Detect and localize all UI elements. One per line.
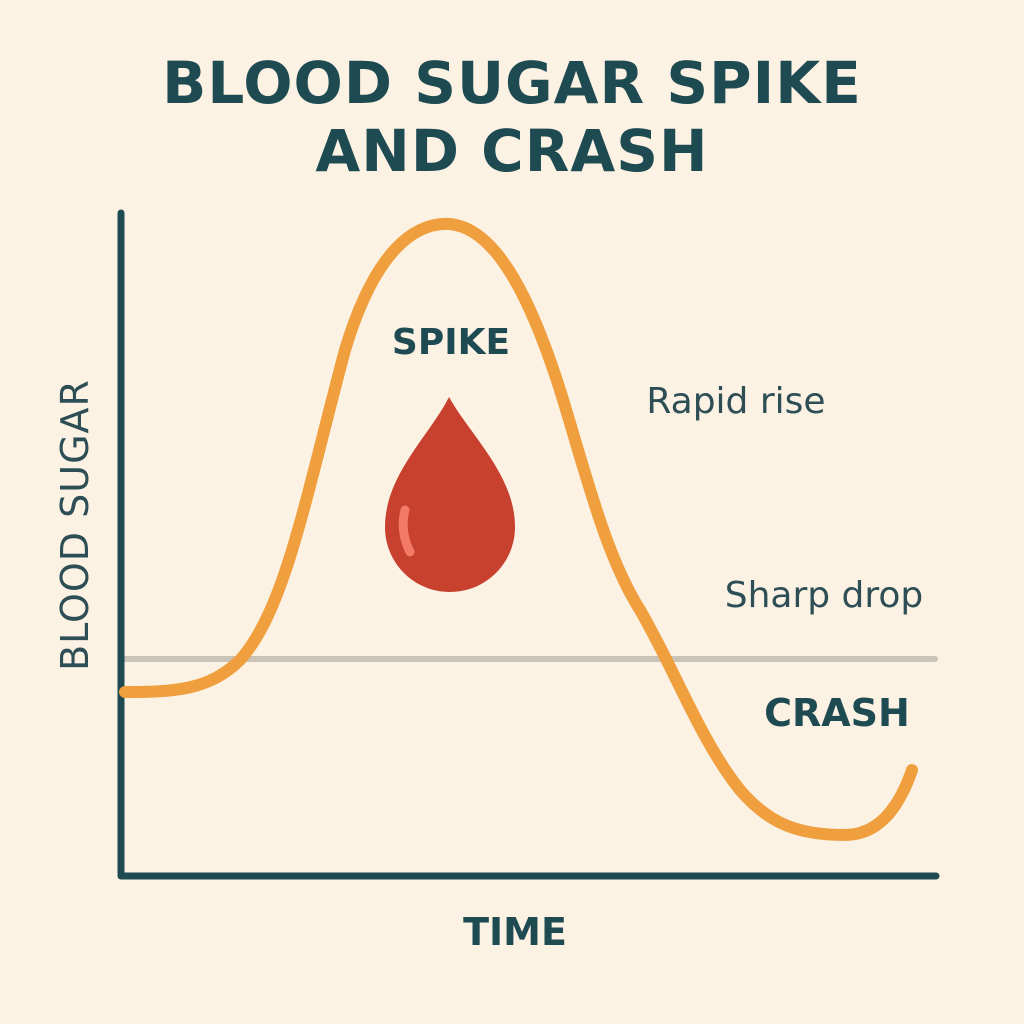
blood-sugar-curve <box>119 217 918 841</box>
spike-label: SPIKE <box>392 322 510 363</box>
title-line-1: BLOOD SUGAR SPIKE <box>162 49 862 117</box>
crash-label: CRASH <box>764 691 910 735</box>
y-axis-label: BLOOD SUGAR <box>53 379 97 671</box>
sharp-drop-label: Sharp drop <box>725 575 924 616</box>
rapid-rise-label: Rapid rise <box>646 381 825 422</box>
axes-lines <box>117 209 940 880</box>
blood-drop-icon <box>385 397 515 592</box>
x-axis-label: TIME <box>463 910 567 954</box>
title-line-2: AND CRASH <box>315 117 709 185</box>
